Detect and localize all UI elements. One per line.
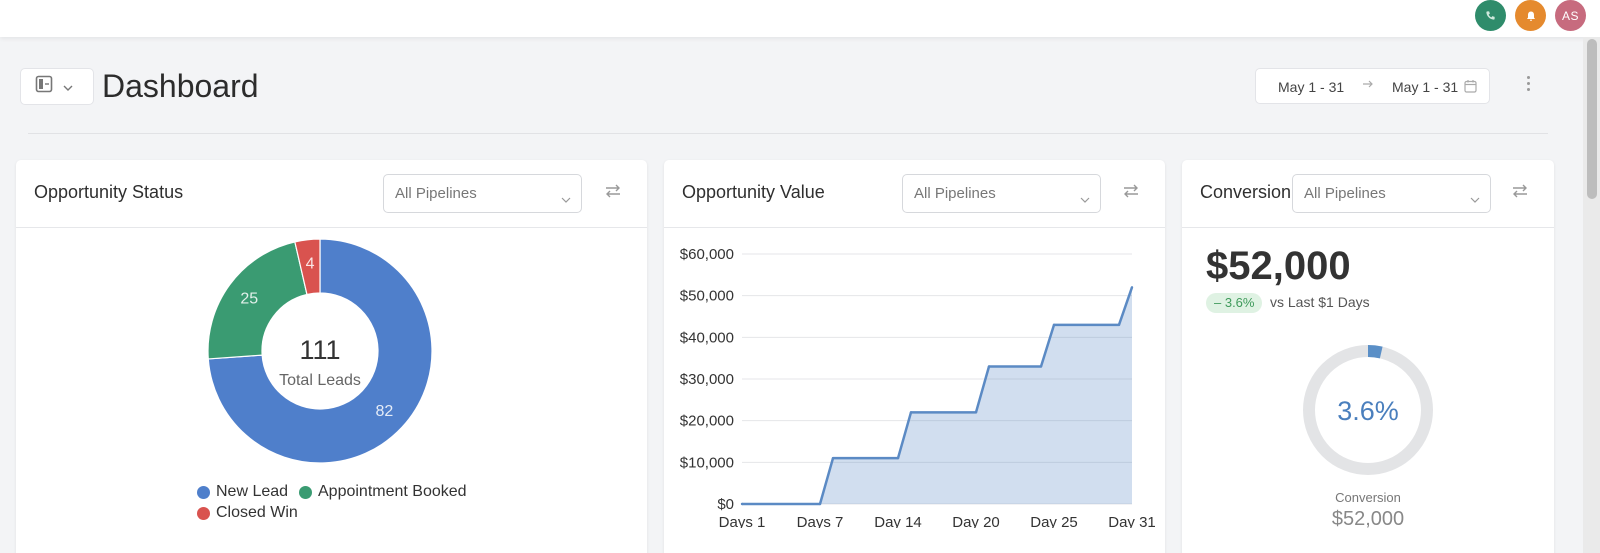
card-header: Conversion All Pipelines [1182, 160, 1554, 228]
donut-slice-label: 82 [375, 403, 393, 420]
layout-switcher-button[interactable] [20, 68, 94, 105]
gauge-arc [1367, 345, 1383, 359]
date-start: May 1 - 31 [1278, 79, 1345, 95]
avatar[interactable]: AS [1555, 0, 1586, 31]
pipeline-select[interactable]: All Pipelines [383, 174, 582, 213]
x-tick-label: Day 31 [1108, 514, 1156, 528]
top-bar: AS [0, 0, 1600, 37]
donut-chart: 82 25 4 111 Total Leads [207, 238, 433, 464]
chevron-down-icon [1080, 190, 1090, 207]
conversion-value: $52,000 [1206, 244, 1351, 288]
page-title: Dashboard [102, 68, 259, 104]
gauge-caption: Conversion [1335, 490, 1401, 505]
x-tick-label: Day 14 [874, 514, 922, 528]
data-point[interactable] [1130, 286, 1134, 289]
donut-center-label: Total Leads [279, 372, 361, 389]
header-divider [28, 133, 1548, 134]
pipeline-select[interactable]: All Pipelines [902, 174, 1101, 213]
card-header: Opportunity Status All Pipelines [16, 160, 647, 228]
card-title: Opportunity Value [682, 182, 825, 202]
swap-icon[interactable] [1123, 184, 1139, 203]
donut-center-value: 111 [299, 335, 340, 365]
x-tick-label: Days 7 [797, 514, 844, 528]
change-badge: – 3.6% [1206, 293, 1263, 313]
swap-icon[interactable] [605, 184, 621, 203]
conversion-card: Conversion All Pipelines $52,000 – 3.6% … [1182, 160, 1554, 553]
date-end: May 1 - 31 [1392, 79, 1459, 95]
pipeline-select[interactable]: All Pipelines [1292, 174, 1491, 213]
donut-slice[interactable] [294, 238, 321, 296]
swap-icon[interactable] [1512, 184, 1528, 203]
donut-slice[interactable] [207, 238, 433, 464]
more-options-icon[interactable] [1527, 76, 1530, 91]
gauge-label: 3.6% [1337, 396, 1399, 426]
legend-dot [197, 485, 210, 499]
data-point[interactable] [740, 502, 744, 506]
date-range-picker[interactable]: May 1 - 31 May 1 - 31 [1255, 68, 1490, 104]
scrollbar[interactable] [1583, 37, 1600, 553]
card-title: Opportunity Status [34, 182, 184, 202]
chevron-down-icon [63, 78, 73, 96]
card-header: Opportunity Value All Pipelines [664, 160, 1165, 228]
data-point[interactable] [909, 411, 913, 414]
x-tick-label: Day 25 [1030, 514, 1078, 528]
data-point[interactable] [1052, 323, 1056, 327]
arrow-right-icon [1362, 77, 1374, 93]
card-title: Conversion [1200, 182, 1292, 202]
data-point[interactable] [1117, 323, 1121, 327]
phone-icon[interactable] [1475, 0, 1506, 31]
data-point[interactable] [818, 502, 822, 506]
y-tick-label: $40,000 [680, 329, 734, 346]
chevron-down-icon [1470, 190, 1480, 207]
pipeline-select-value: All Pipelines [914, 185, 996, 202]
legend-dot [299, 485, 312, 499]
conversion-gauge: 3.6% [1303, 345, 1433, 475]
legend-dot [197, 506, 210, 520]
opportunity-status-card: Opportunity Status All Pipelines 82 25 4 1… [16, 160, 647, 553]
legend-label: New Lead [216, 483, 289, 500]
y-tick-label: $10,000 [680, 454, 734, 471]
comparison-text: vs Last $1 Days [1270, 294, 1370, 310]
x-tick-label: Day 20 [952, 514, 1000, 528]
legend-item-appointment-booked[interactable]: Appointment Booked [299, 483, 467, 501]
y-tick-label: $0 [717, 496, 734, 513]
data-point[interactable] [896, 456, 900, 460]
chevron-down-icon [561, 190, 571, 207]
x-tick-label: Days 1 [719, 514, 766, 528]
bell-icon[interactable] [1515, 0, 1546, 31]
layout-icon [35, 75, 53, 98]
legend-item-closed-win[interactable]: Closed Win [197, 504, 298, 522]
y-tick-label: $60,000 [680, 246, 734, 263]
donut-slice-label: 4 [306, 256, 315, 273]
area-chart: $0 $10,000 $20,000 $30,000 $40,000 $50,000 $60… [680, 246, 1156, 528]
data-point[interactable] [974, 411, 978, 414]
y-tick-label: $30,000 [680, 371, 734, 388]
legend-label: Appointment Booked [318, 483, 467, 500]
gauge-value: $52,000 [1331, 508, 1405, 530]
data-point[interactable] [831, 456, 835, 460]
pipeline-select-value: All Pipelines [395, 185, 477, 202]
scrollbar-thumb[interactable] [1587, 39, 1597, 199]
pipeline-select-value: All Pipelines [1304, 185, 1386, 202]
donut-slice-label: 25 [240, 291, 258, 308]
legend-item-new-lead[interactable]: New Lead [197, 483, 288, 501]
opportunity-value-card: Opportunity Value All Pipelines $0 $10,00… [664, 160, 1165, 553]
legend-label: Closed Win [216, 504, 298, 521]
data-point[interactable] [1039, 365, 1043, 368]
area-fill [742, 287, 1132, 504]
calendar-icon[interactable] [1464, 79, 1477, 96]
y-tick-label: $20,000 [680, 413, 734, 430]
donut-slice[interactable] [207, 241, 308, 360]
data-point[interactable] [987, 365, 991, 368]
y-tick-label: $50,000 [680, 288, 734, 305]
